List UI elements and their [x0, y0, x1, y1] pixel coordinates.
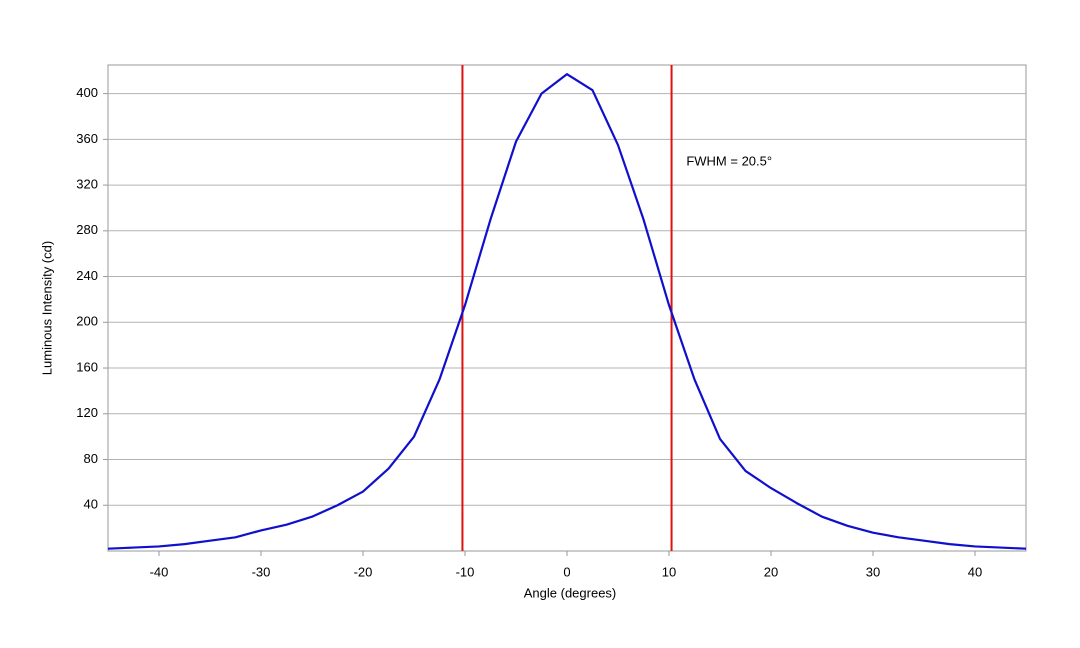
y-tick-label: 280 — [76, 222, 98, 237]
x-tick-label: -20 — [354, 564, 373, 579]
y-tick-label: 40 — [84, 497, 98, 512]
x-tick-label: 0 — [563, 564, 570, 579]
y-tick-label: 320 — [76, 177, 98, 192]
y-tick-label: 360 — [76, 131, 98, 146]
plot-area — [107, 64, 1027, 552]
y-tick-label: 160 — [76, 359, 98, 374]
x-tick-label: -40 — [150, 564, 169, 579]
annotation: FWHM = 20.5° — [686, 154, 772, 169]
x-tick-label: -30 — [252, 564, 271, 579]
x-tick-label: 10 — [662, 564, 676, 579]
y-tick-label: 400 — [76, 85, 98, 100]
y-tick-label: 200 — [76, 314, 98, 329]
x-tick-label: 40 — [968, 564, 982, 579]
y-axis-label: Luminous Intensity (cd) — [39, 241, 54, 375]
x-tick-label: 30 — [866, 564, 880, 579]
y-tick-label: 80 — [84, 451, 98, 466]
x-tick-label: -10 — [456, 564, 475, 579]
y-tick-label: 240 — [76, 268, 98, 283]
x-axis-label: Angle (degrees) — [524, 585, 617, 600]
y-tick-label: 120 — [76, 405, 98, 420]
x-tick-label: 20 — [764, 564, 778, 579]
data-line — [107, 73, 1027, 550]
